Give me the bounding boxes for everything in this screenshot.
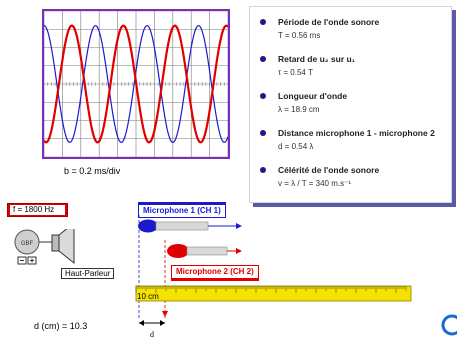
speaker-icon: [51, 229, 75, 265]
ruler[interactable]: [135, 285, 414, 302]
speaker-label: Haut-Parleur: [61, 268, 115, 279]
bullet-icon: [260, 167, 266, 173]
bullet-icon: [260, 56, 266, 62]
oscilloscope-traces: [44, 11, 228, 157]
info-value: τ = 0.54 T: [278, 68, 313, 77]
info-value: λ = 18.9 cm: [278, 105, 320, 114]
bullet-icon: [260, 19, 266, 25]
info-value: v = λ / T = 340 m.s⁻¹: [278, 179, 351, 188]
corner-icon[interactable]: [441, 314, 457, 336]
generator-and-speaker: GBF: [14, 229, 75, 265]
bullet-icon: [260, 93, 266, 99]
distance-indicator: d: [139, 311, 168, 338]
mic1-label: Microphone 1 (CH 1): [138, 202, 226, 218]
info-value: T = 0.56 ms: [278, 31, 321, 40]
microphone-2[interactable]: [167, 244, 242, 258]
info-title: Célérité de l'onde sonore: [278, 165, 380, 175]
info-title: Distance microphone 1 - microphone 2: [278, 128, 435, 138]
timebase-label: b = 0.2 ms/div: [64, 166, 121, 176]
distance-symbol: d: [150, 330, 154, 338]
mic2-label: Microphone 2 (CH 2): [171, 265, 259, 281]
trace-ch1: [44, 24, 228, 144]
slider-handle-icon[interactable]: [162, 311, 168, 317]
info-panel: Période de l'onde sonore T = 0.56 ms Ret…: [249, 6, 452, 203]
distance-readout: d (cm) = 10.3: [34, 321, 88, 331]
info-title: Période de l'onde sonore: [278, 17, 380, 27]
frequency-value: f = 1800 Hz: [10, 205, 65, 215]
ruler-mark-label: 10 cm: [137, 292, 159, 301]
trace-ch2: [44, 24, 228, 144]
generator-display: GBF: [21, 241, 34, 247]
ruler-body: [135, 285, 412, 302]
bullet-icon: [260, 130, 266, 136]
oscilloscope-screen: [42, 9, 230, 159]
info-value: d = 0.54 λ: [278, 142, 314, 151]
microphone-1[interactable]: [138, 219, 242, 233]
info-title: Longueur d'onde: [278, 91, 348, 101]
frequency-box[interactable]: f = 1800 Hz: [7, 203, 68, 217]
info-title: Retard de u₂ sur u₁: [278, 54, 356, 64]
